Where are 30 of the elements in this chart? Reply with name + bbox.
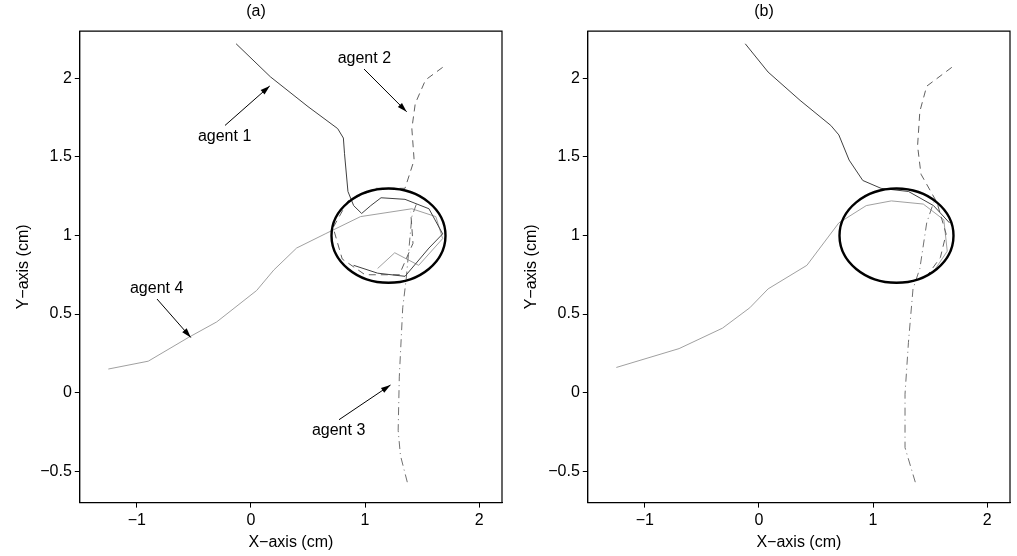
chart-title: (a) bbox=[246, 2, 266, 20]
x-tick-label: 2 bbox=[474, 510, 484, 528]
x-tick-label: −1 bbox=[635, 510, 655, 528]
x-tick-label: 0 bbox=[754, 510, 764, 528]
y-tick-label: 0.5 bbox=[557, 304, 580, 322]
x-tick-label: 0 bbox=[246, 510, 256, 528]
y-tick-label: 0 bbox=[570, 383, 580, 401]
annotation: agent 1 bbox=[197, 127, 252, 145]
y-tick-label: −0.5 bbox=[548, 461, 580, 479]
y-tick-label: 1 bbox=[570, 225, 580, 243]
y-axis-title: Y−axis (cm) bbox=[522, 224, 540, 310]
y-axis-title: Y−axis (cm) bbox=[14, 224, 32, 310]
y-tick-label: −0.5 bbox=[40, 461, 72, 479]
y-tick-label: 1 bbox=[62, 225, 72, 243]
x-tick-label: −1 bbox=[127, 510, 147, 528]
chart-title: (b) bbox=[754, 2, 774, 20]
y-tick-label: 2 bbox=[62, 68, 72, 86]
y-tick-label: 1.5 bbox=[49, 147, 72, 165]
x-axis-title: X−axis (cm) bbox=[756, 532, 842, 550]
y-tick-label: 2 bbox=[570, 68, 580, 86]
y-tick-label: 1.5 bbox=[557, 147, 580, 165]
y-tick-label: 0 bbox=[62, 383, 72, 401]
x-axis-title: X−axis (cm) bbox=[248, 532, 334, 550]
annotation: agent 4 bbox=[129, 279, 184, 297]
x-tick-label: 1 bbox=[360, 510, 370, 528]
annotation: agent 3 bbox=[311, 421, 366, 439]
y-tick-label: 0.5 bbox=[49, 304, 72, 322]
x-tick-label: 1 bbox=[868, 510, 878, 528]
x-tick-label: 2 bbox=[982, 510, 992, 528]
annotation: agent 2 bbox=[337, 48, 392, 66]
